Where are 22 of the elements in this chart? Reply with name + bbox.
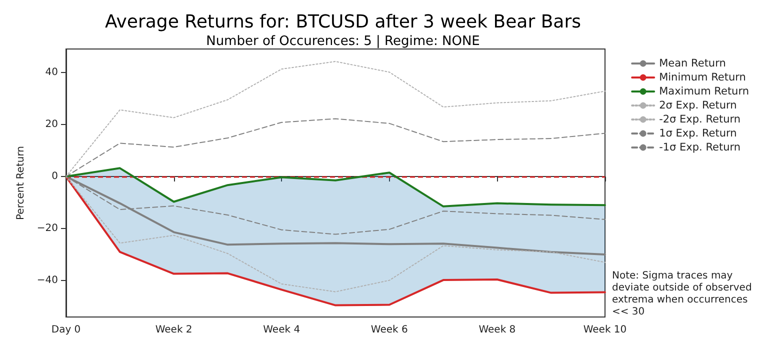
legend-label: -2σ Exp. Return bbox=[659, 114, 741, 126]
legend-label: 2σ Exp. Return bbox=[659, 100, 737, 112]
legend-label: Maximum Return bbox=[659, 86, 750, 98]
legend-label: 1σ Exp. Return bbox=[659, 128, 737, 140]
x-tick-label: Week 6 bbox=[370, 324, 408, 336]
legend-label: -1σ Exp. Return bbox=[659, 142, 741, 154]
legend-label: Mean Return bbox=[659, 58, 726, 70]
chart-subtitle: Number of Occurences: 5 | Regime: NONE bbox=[206, 34, 480, 49]
x-tick-label: Week 4 bbox=[263, 324, 300, 336]
x-tick-label: Week 10 bbox=[583, 324, 627, 336]
y-tick-label: 0 bbox=[52, 170, 58, 182]
y-axis-title: Percent Return bbox=[16, 146, 26, 220]
x-tick-label: Week 8 bbox=[478, 324, 516, 336]
y-tick-label: −40 bbox=[36, 275, 58, 286]
text: Note: Sigma traces may deviate outside of observed extrema when occurrences << 30 bbox=[612, 270, 755, 318]
y-tick-label: 40 bbox=[45, 66, 58, 78]
x-tick-label: Week 2 bbox=[155, 324, 192, 336]
chart-title: Average Returns for: BTCUSD after 3 week Bear Bars bbox=[105, 12, 581, 32]
x-tick-label: Day 0 bbox=[51, 324, 81, 336]
y-tick-label: 20 bbox=[45, 118, 58, 130]
y-tick-label: −20 bbox=[36, 223, 58, 234]
legend-label: Minimum Return bbox=[659, 72, 746, 84]
